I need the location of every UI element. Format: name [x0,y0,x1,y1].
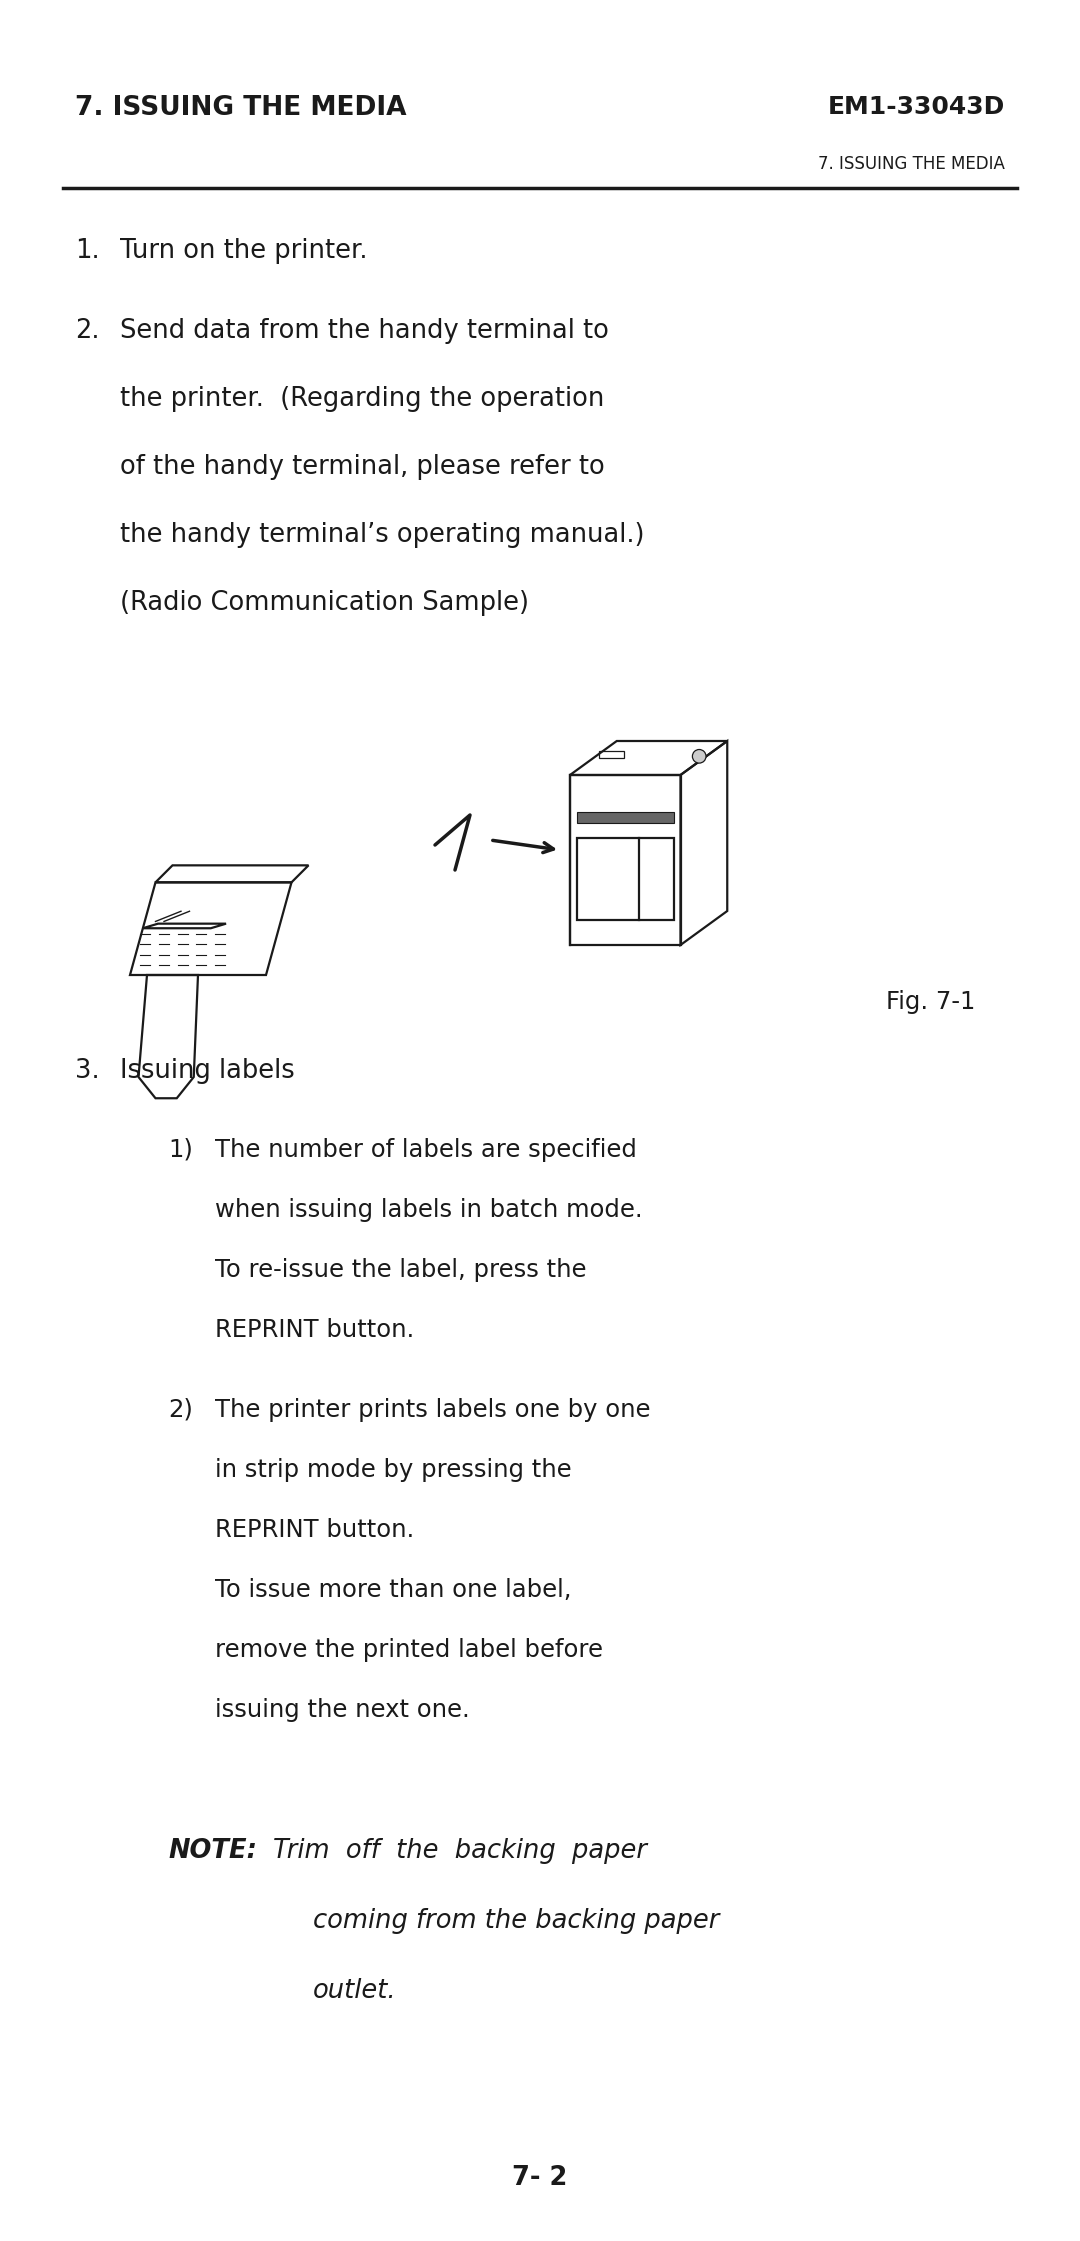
Text: 3.: 3. [75,1058,99,1085]
Text: 7. ISSUING THE MEDIA: 7. ISSUING THE MEDIA [75,94,406,121]
Text: 7- 2: 7- 2 [512,2165,568,2192]
Text: Turn on the printer.: Turn on the printer. [120,238,367,264]
Text: Fig. 7-1: Fig. 7-1 [886,991,975,1013]
Text: Issuing labels: Issuing labels [120,1058,295,1085]
Polygon shape [577,813,674,822]
Text: To issue more than one label,: To issue more than one label, [215,1578,571,1602]
Text: To re-issue the label, press the: To re-issue the label, press the [215,1257,586,1282]
Text: (Radio Communication Sample): (Radio Communication Sample) [120,589,529,616]
Text: REPRINT button.: REPRINT button. [215,1517,415,1542]
Text: when issuing labels in batch mode.: when issuing labels in batch mode. [215,1199,643,1221]
Text: 7. ISSUING THE MEDIA: 7. ISSUING THE MEDIA [819,155,1005,173]
Text: issuing the next one.: issuing the next one. [215,1699,470,1721]
Text: Send data from the handy terminal to: Send data from the handy terminal to [120,318,609,345]
Text: REPRINT button.: REPRINT button. [215,1318,415,1342]
Text: of the handy terminal, please refer to: of the handy terminal, please refer to [120,455,605,480]
Circle shape [692,748,706,764]
Text: remove the printed label before: remove the printed label before [215,1638,603,1663]
Text: NOTE:: NOTE: [168,1838,257,1865]
Text: 1): 1) [168,1138,193,1163]
Text: the handy terminal’s operating manual.): the handy terminal’s operating manual.) [120,522,645,549]
Text: Trim  off  the  backing  paper: Trim off the backing paper [273,1838,647,1865]
Text: EM1-33043D: EM1-33043D [827,94,1005,119]
Text: 2): 2) [168,1398,193,1423]
Text: the printer.  (Regarding the operation: the printer. (Regarding the operation [120,385,605,412]
Text: in strip mode by pressing the: in strip mode by pressing the [215,1459,571,1481]
Text: outlet.: outlet. [313,1979,396,2003]
Text: 1.: 1. [75,238,99,264]
Text: coming from the backing paper: coming from the backing paper [313,1907,719,1934]
Text: 2.: 2. [75,318,99,345]
Text: The number of labels are specified: The number of labels are specified [215,1138,637,1163]
Text: The printer prints labels one by one: The printer prints labels one by one [215,1398,650,1423]
